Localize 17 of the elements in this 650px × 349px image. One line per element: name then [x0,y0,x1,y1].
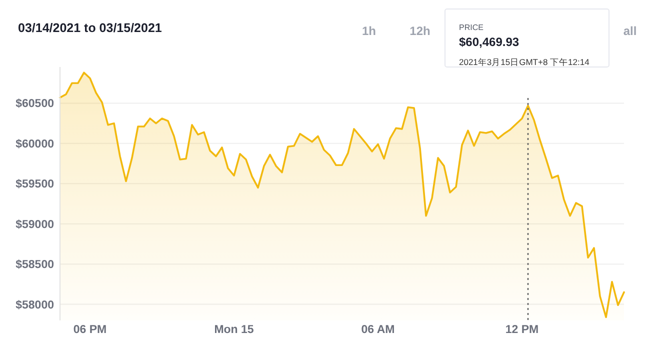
y-tick-label: $59000 [16,218,54,231]
text: $60,469.93 [459,35,520,49]
y-tick-label: $58000 [16,299,54,312]
text: 12h [410,24,430,38]
annotation: 2021年3月15日GMT+8 下午12:14 [459,57,590,67]
text: PRICE [459,23,484,32]
x-tick-label: 12 PM [505,324,539,336]
x-tick-label: 06 AM [361,324,395,336]
x-tick-label: 06 PM [73,324,107,336]
text: 1h [362,24,376,38]
chart-title: 03/14/2021 to 03/15/2021 [18,21,162,35]
y-tick-label: $60000 [16,138,54,150]
y-tick-label: $60500 [16,98,54,110]
y-tick-label: $58500 [16,259,54,272]
y-tick-label: $59500 [16,178,54,191]
x-tick-label: Mon 15 [214,324,254,336]
text: all [623,24,637,38]
